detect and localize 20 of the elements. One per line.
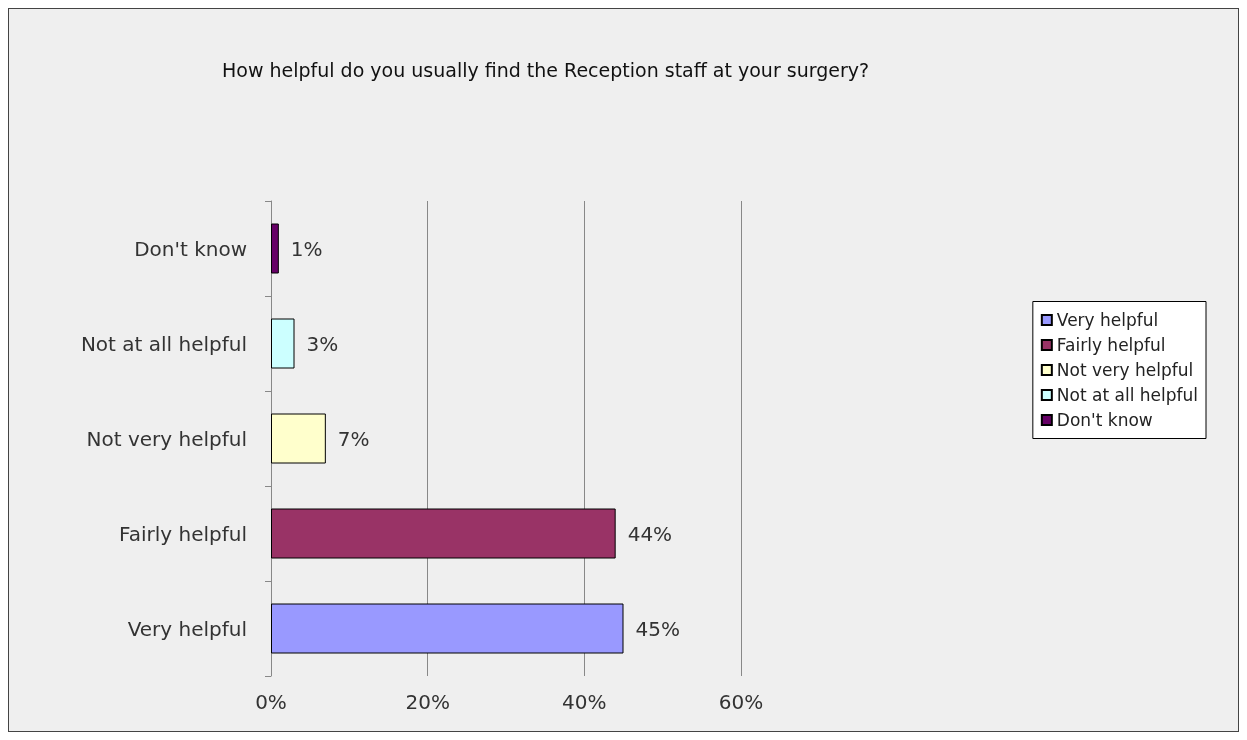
y-tick-label: Not very helpful (86, 426, 247, 451)
y-tick-label: Don't know (134, 236, 247, 261)
legend-label: Not at all helpful (1056, 385, 1198, 405)
data-label: 1% (290, 236, 323, 261)
data-label: 45% (635, 616, 680, 641)
x-tick-label: 40% (562, 690, 607, 714)
y-tick-label: Not at all helpful (80, 331, 247, 356)
legend-label: Don't know (1056, 410, 1153, 430)
y-tick-label: Fairly helpful (119, 521, 247, 546)
data-label: 7% (337, 426, 370, 451)
data-label: 3% (306, 331, 339, 356)
chart-title: How helpful do you usually find the Reception staff at your surgery? (222, 58, 870, 81)
x-tick-label: 60% (718, 690, 764, 714)
legend-label: Not very helpful (1056, 360, 1194, 380)
y-tick-label: Very helpful (127, 616, 247, 641)
x-tick-label: 20% (405, 690, 450, 714)
data-label: 44% (627, 521, 673, 546)
legend-label: Fairly helpful (1056, 335, 1166, 355)
legend-label: Very helpful (1056, 310, 1159, 330)
x-tick-label: 0% (255, 690, 287, 714)
